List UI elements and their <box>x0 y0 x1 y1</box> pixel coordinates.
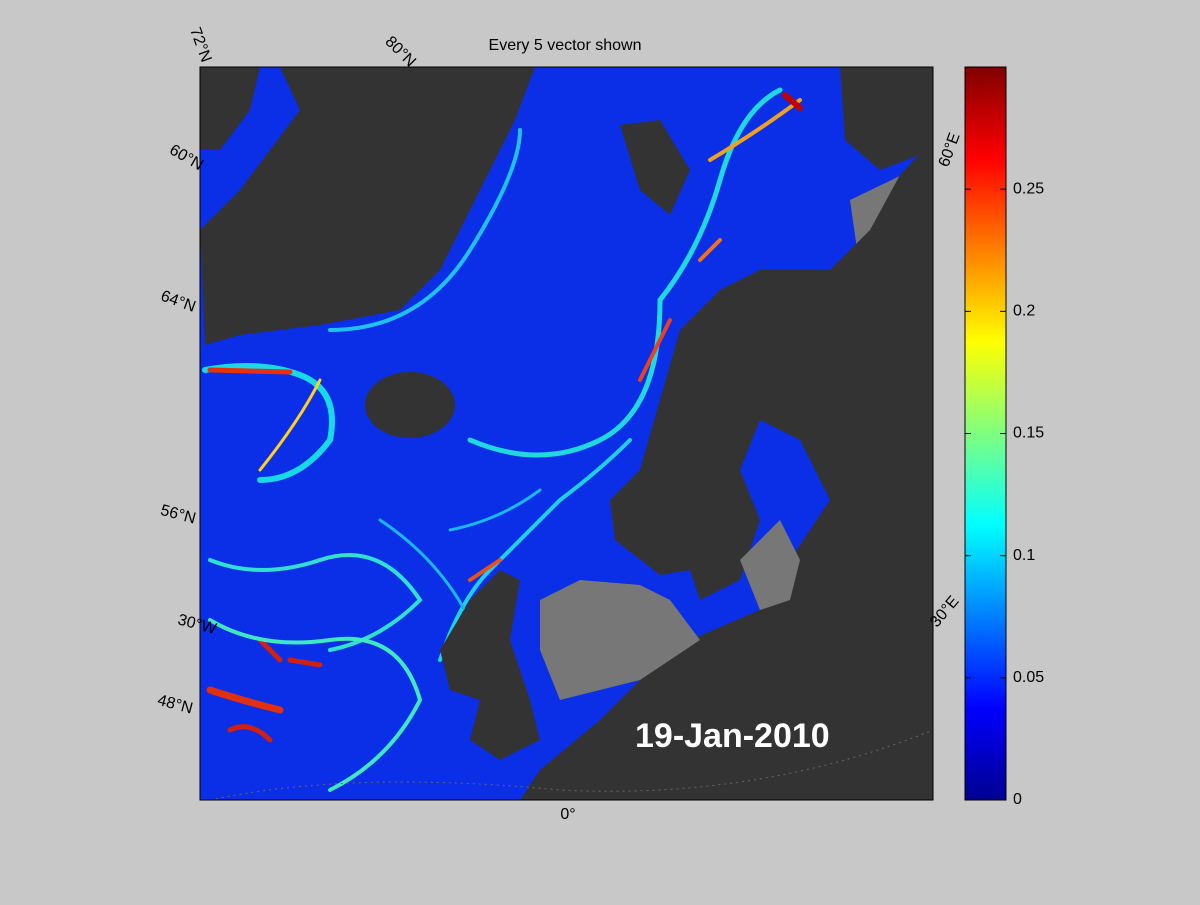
canada-land <box>200 67 260 150</box>
colorbar-tick-label: 0.1 <box>1013 547 1035 564</box>
iceland <box>365 372 455 438</box>
colorbar-tick-label: 0.05 <box>1013 669 1044 686</box>
north-sea <box>540 580 700 700</box>
europe <box>520 140 933 800</box>
map-area: 19-Jan-2010 <box>200 67 933 800</box>
graticule-label: 72°N <box>186 25 214 64</box>
baltic-sea <box>740 520 800 610</box>
colorbar-tick-label: 0.15 <box>1013 425 1044 442</box>
greenland <box>200 67 535 345</box>
arctic-land <box>840 67 933 170</box>
colorbar-tick-label: 0 <box>1013 791 1022 808</box>
current-streaks <box>202 87 803 792</box>
colorbar-tick-label: 0.2 <box>1013 303 1035 320</box>
graticule-label: 48°N <box>156 692 195 718</box>
map-frame <box>199 66 934 801</box>
graticule-label: 60°E <box>936 131 964 170</box>
colorbar-tick-label: 0.25 <box>1013 180 1044 197</box>
colorbar-ticks: 0 0.05 0.1 0.15 0.2 0.25 <box>965 180 1044 808</box>
svalbard <box>620 120 690 215</box>
graticule-label: 64°N <box>158 288 197 316</box>
british-isles <box>440 570 540 760</box>
colorbar <box>964 66 1007 801</box>
date-label: 19-Jan-2010 <box>635 717 830 755</box>
map-title: Every 5 vector shown <box>489 37 642 54</box>
graticule-label: 56°N <box>159 502 198 528</box>
graticule-label: 0° <box>560 806 575 823</box>
graticule-label: 80°N <box>382 33 419 70</box>
